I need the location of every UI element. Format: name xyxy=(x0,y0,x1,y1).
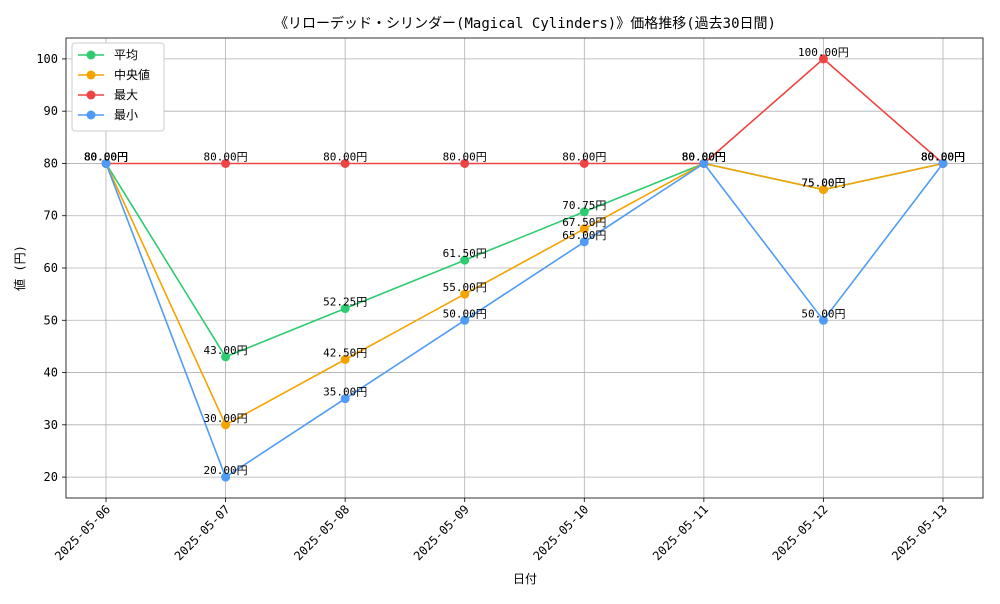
data-point-平均 xyxy=(340,304,350,314)
data-label-最小: 65.00円 xyxy=(562,229,606,242)
data-label-中央値: 75.00円 xyxy=(801,177,845,190)
x-tick-label: 2025-05-11 xyxy=(650,502,711,563)
data-label-平均: 80.00円 xyxy=(921,150,965,163)
data-label-最小: 35.00円 xyxy=(323,386,367,399)
x-tick-label: 2025-05-08 xyxy=(291,502,352,563)
data-label-最大: 80.00円 xyxy=(562,150,606,163)
data-label-最大: 80.00円 xyxy=(682,150,726,163)
series-line-平均 xyxy=(105,162,944,358)
data-point-最大 xyxy=(579,158,589,168)
x-tick-label: 2025-05-13 xyxy=(889,502,950,563)
data-label-最大: 80.00円 xyxy=(204,150,248,163)
y-tick-label: 20 xyxy=(44,470,58,484)
y-tick-label: 60 xyxy=(44,261,58,275)
data-label-最大: 100.00円 xyxy=(798,46,849,59)
data-point-中央値 xyxy=(579,224,589,234)
data-point-平均 xyxy=(221,352,231,362)
data-label-最大: 80.00円 xyxy=(323,150,367,163)
data-label-平均: 80.00円 xyxy=(84,150,128,163)
legend-marker-中央値 xyxy=(86,70,96,80)
chart-title: 《リローデッド・シリンダー(Magical Cylinders)》価格推移(過去… xyxy=(274,15,776,32)
y-tick-label: 100 xyxy=(36,52,58,66)
data-point-最小 xyxy=(818,315,828,325)
x-tick-label: 2025-05-10 xyxy=(530,502,591,563)
data-point-最大 xyxy=(460,158,470,168)
data-label-最小: 50.00円 xyxy=(443,307,487,320)
data-point-平均 xyxy=(579,207,589,217)
data-point-最小 xyxy=(340,394,350,404)
data-label-中央値: 67.50円 xyxy=(562,216,606,229)
data-label-最小: 80.00円 xyxy=(84,150,128,163)
y-tick-label: 30 xyxy=(44,418,58,432)
data-label-平均: 43.00円 xyxy=(204,344,248,357)
series-line-最小 xyxy=(105,162,944,478)
data-point-中央値 xyxy=(460,289,470,299)
data-label-平均: 61.50円 xyxy=(443,247,487,260)
data-point-中央値 xyxy=(221,420,231,430)
data-labels-layer: 80.00円 43.00円 52.25円 61.50円 70.75円 80.00円 75.0… xyxy=(84,46,965,477)
data-point-最小 xyxy=(579,237,589,247)
legend-label-最大: 最大 xyxy=(114,88,138,102)
x-tick-label: 2025-05-06 xyxy=(52,502,113,563)
series-line-中央値 xyxy=(105,162,944,426)
data-label-平均: 75.00円 xyxy=(801,177,845,190)
data-point-最小 xyxy=(101,158,111,168)
data-label-平均: 70.75円 xyxy=(562,199,606,212)
y-tick-label: 80 xyxy=(44,156,58,170)
data-label-中央値: 55.00円 xyxy=(443,281,487,294)
data-label-中央値: 30.00円 xyxy=(204,412,248,425)
data-point-最小 xyxy=(699,158,709,168)
x-tick-label: 2025-05-07 xyxy=(172,502,233,563)
legend-marker-平均 xyxy=(86,50,96,60)
legend-label-平均: 平均 xyxy=(114,48,138,62)
data-label-最小: 80.00円 xyxy=(682,150,726,163)
data-point-中央値 xyxy=(818,185,828,195)
data-label-中央値: 80.00円 xyxy=(682,150,726,163)
x-tick-label: 2025-05-12 xyxy=(770,502,831,563)
data-label-最小: 80.00円 xyxy=(921,150,965,163)
grid-layer xyxy=(66,38,983,498)
x-axis-title: 日付 xyxy=(513,572,537,586)
data-label-中央値: 42.50円 xyxy=(323,346,367,359)
data-label-最小: 50.00円 xyxy=(801,307,845,320)
y-tick-label: 40 xyxy=(44,366,58,380)
series-layer xyxy=(101,54,948,482)
data-label-最大: 80.00円 xyxy=(443,150,487,163)
legend-box xyxy=(71,42,165,132)
data-point-最大 xyxy=(221,158,231,168)
data-label-最大: 80.00円 xyxy=(84,150,128,163)
legend-label-中央値: 中央値 xyxy=(114,67,150,82)
y-tick-label: 90 xyxy=(44,104,58,118)
y-tick-label: 70 xyxy=(44,209,58,223)
data-point-最大 xyxy=(818,54,828,64)
data-point-最小 xyxy=(460,315,470,325)
data-point-中央値 xyxy=(340,354,350,364)
data-label-中央値: 80.00円 xyxy=(84,150,128,163)
legend-label-最小: 最小 xyxy=(114,108,138,122)
data-label-最小: 20.00円 xyxy=(204,464,248,477)
data-point-最小 xyxy=(938,158,948,168)
data-label-最大: 80.00円 xyxy=(921,150,965,163)
x-tick-label: 2025-05-09 xyxy=(411,502,472,563)
legend-marker-最小 xyxy=(86,110,96,120)
data-label-平均: 80.00円 xyxy=(682,150,726,163)
y-tick-label: 50 xyxy=(44,313,58,327)
series-line-最大 xyxy=(106,58,944,165)
data-label-平均: 52.25円 xyxy=(323,296,367,309)
data-label-中央値: 80.00円 xyxy=(921,150,965,163)
y-axis-title: 値 (円) xyxy=(12,245,27,291)
data-point-最大 xyxy=(340,158,350,168)
data-point-最小 xyxy=(221,472,231,482)
data-point-平均 xyxy=(460,255,470,265)
legend-marker-最大 xyxy=(86,90,96,100)
